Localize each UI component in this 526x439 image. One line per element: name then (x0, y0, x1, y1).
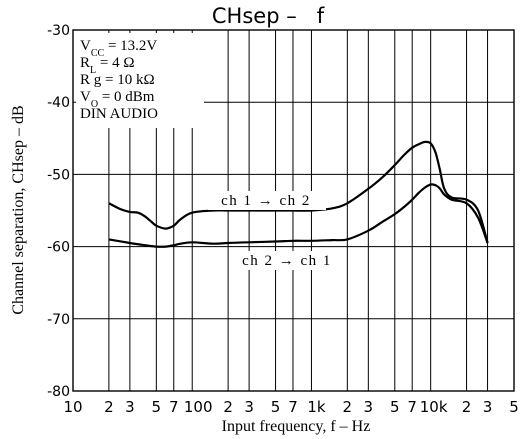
chart-title: CHsep – f (212, 4, 325, 28)
x-tick-label: 2 (462, 398, 472, 416)
x-tick-label: 3 (244, 398, 254, 416)
series-label: ch 1 → ch 2 (221, 193, 311, 209)
y-axis-label: Channel separation, CHsep – dB (10, 105, 27, 314)
condition-line: R g = 10 kΩ (80, 72, 155, 88)
x-tick-label: 3 (125, 398, 135, 416)
x-tick-label: 5 (390, 398, 400, 416)
y-tick-labels: -30-40-50-60-70-80 (47, 23, 70, 400)
x-tick-label: 2 (223, 398, 233, 416)
condition-line: DIN AUDIO (80, 106, 158, 122)
x-tick-label: 5 (509, 398, 519, 416)
y-tick-label: -30 (47, 23, 70, 39)
x-tick-label: 10k (420, 398, 448, 416)
y-tick-label: -50 (47, 167, 70, 183)
x-tick-label: 2 (343, 398, 353, 416)
x-tick-label: 7 (169, 398, 179, 416)
x-tick-label: 2 (104, 398, 114, 416)
series-label: ch 2 → ch 1 (242, 253, 332, 269)
x-tick-label: 7 (288, 398, 298, 416)
x-tick-label: 3 (483, 398, 493, 416)
x-tick-label: 7 (407, 398, 417, 416)
y-tick-label: -60 (47, 240, 70, 256)
y-tick-label: -70 (47, 312, 70, 328)
x-tick-label: 5 (152, 398, 162, 416)
x-tick-label: 5 (271, 398, 281, 416)
x-axis-label: Input frequency, f – Hz (222, 418, 371, 435)
x-tick-label: 1k (307, 398, 326, 416)
y-tick-label: -40 (47, 95, 70, 111)
x-tick-labels: 10 2 3 5 7 100 2 3 5 7 1k 2 3 5 7 10k 2 3 5 (63, 398, 518, 416)
x-tick-label: 100 (184, 398, 213, 416)
x-tick-label: 3 (364, 398, 374, 416)
x-tick-label: 10 (63, 398, 82, 416)
